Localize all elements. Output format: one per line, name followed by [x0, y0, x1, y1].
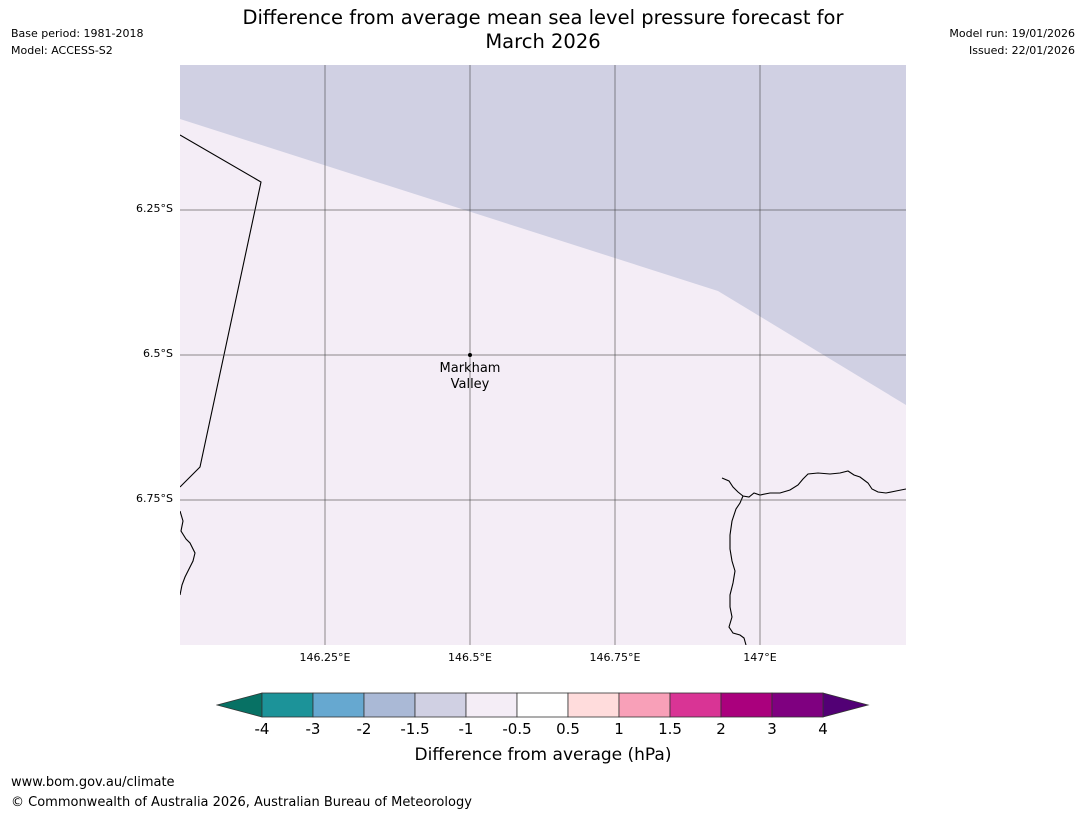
coastline-west-lower: [180, 510, 196, 596]
colorbar-segment: [771, 692, 824, 718]
colorbar-label: -0.5: [502, 720, 532, 738]
colorbar-segments: [261, 692, 824, 718]
location-marker: [468, 353, 472, 357]
lon-tick-146-5e: 146.5°E: [448, 651, 492, 664]
colorbar-label: -1: [458, 720, 474, 738]
model-text: Model: ACCESS-S2: [11, 44, 113, 57]
colorbar-under-arrow: [216, 692, 263, 718]
colorbar-segment: [669, 692, 722, 718]
colorbar-title: Difference from average (hPa): [414, 745, 672, 765]
colorbar-label: -2: [356, 720, 372, 738]
colorbar-label: 1: [614, 720, 624, 738]
colorbar-label: 0.5: [556, 720, 580, 738]
graticule: [180, 65, 906, 645]
location-label-line-1: Markham: [440, 361, 501, 376]
header-meta-right: Model run: 19/01/2026 Issued: 22/01/2026: [949, 25, 1075, 59]
colorbar-label: 2: [716, 720, 726, 738]
anomaly-region-blue: [180, 65, 906, 405]
colorbar-segment: [261, 692, 314, 718]
lon-tick-146-25e: 146.25°E: [299, 651, 351, 664]
issued-text: Issued: 22/01/2026: [968, 44, 1075, 57]
colorbar-label: -3: [305, 720, 321, 738]
colorbar-segment: [312, 692, 365, 718]
coastline-west: [180, 134, 262, 488]
location-label-line-2: Valley: [451, 377, 490, 392]
model-run-text: Model run: 19/01/2026: [949, 27, 1075, 40]
colorbar-label: -1.5: [400, 720, 430, 738]
colorbar-over-arrow: [822, 692, 870, 718]
colorbar-segment: [618, 692, 671, 718]
lat-tick-6-25s: 6.25°S: [136, 202, 173, 215]
colorbar-label: 4: [818, 720, 828, 738]
lat-tick-6-5s: 6.5°S: [143, 347, 173, 360]
lon-tick-147e: 147°E: [743, 651, 777, 664]
title-line-1: Difference from average mean sea level p…: [242, 6, 844, 29]
colorbar-segment: [516, 692, 569, 718]
colorbar: [216, 692, 870, 720]
lon-tick-146-75e: 146.75°E: [589, 651, 641, 664]
colorbar-segment: [567, 692, 620, 718]
footer-url: www.bom.gov.au/climate: [11, 775, 175, 790]
chart-title: Difference from average mean sea level p…: [180, 6, 906, 54]
map-panel: Markham Valley: [180, 65, 906, 645]
colorbar-segment: [414, 692, 467, 718]
colorbar-svg: [216, 692, 870, 718]
colorbar-label: 1.5: [658, 720, 682, 738]
colorbar-label: 3: [767, 720, 777, 738]
header-meta-left: Base period: 1981-2018 Model: ACCESS-S2: [11, 25, 143, 59]
lat-tick-6-75s: 6.75°S: [136, 492, 173, 505]
footer-copyright: © Commonwealth of Australia 2026, Austra…: [11, 795, 472, 810]
colorbar-segment: [465, 692, 518, 718]
title-line-2: March 2026: [485, 30, 601, 53]
base-period-text: Base period: 1981-2018: [11, 27, 144, 40]
colorbar-segment: [363, 692, 416, 718]
coastline-east: [721, 470, 906, 498]
colorbar-segment: [720, 692, 773, 718]
colorbar-label: -4: [254, 720, 270, 738]
coastline-river-inlet: [728, 495, 747, 645]
map-svg: Markham Valley: [180, 65, 906, 645]
